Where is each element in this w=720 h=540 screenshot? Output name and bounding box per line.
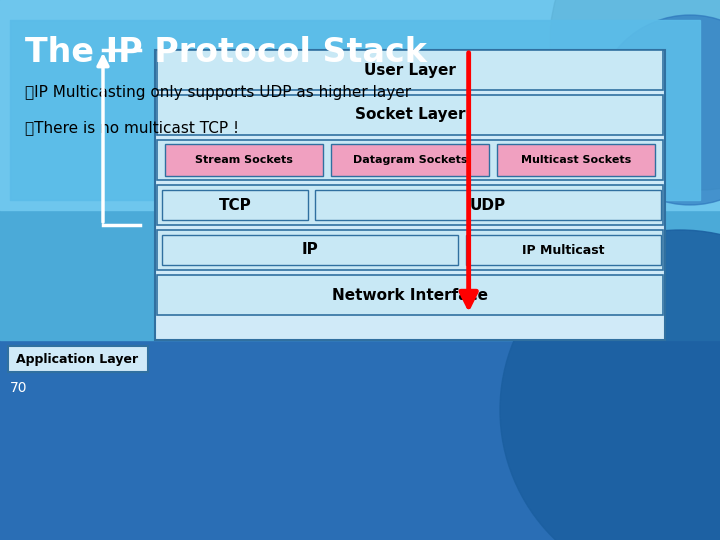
Bar xyxy=(315,190,660,220)
Bar xyxy=(331,144,489,176)
Bar xyxy=(157,95,663,135)
Bar xyxy=(157,185,663,225)
Bar xyxy=(8,346,148,372)
Bar xyxy=(162,235,458,265)
Text: Multicast Sockets: Multicast Sockets xyxy=(521,155,631,165)
Text: TCP: TCP xyxy=(218,198,251,213)
Text: User Layer: User Layer xyxy=(364,63,456,78)
Circle shape xyxy=(550,0,720,190)
Circle shape xyxy=(500,230,720,540)
Bar xyxy=(165,144,323,176)
Bar xyxy=(497,144,655,176)
Text: IP Multicast: IP Multicast xyxy=(522,244,604,256)
Bar xyxy=(157,275,663,315)
Text: Stream Sockets: Stream Sockets xyxy=(195,155,293,165)
Text: Datagram Sockets: Datagram Sockets xyxy=(353,155,467,165)
Bar xyxy=(0,0,720,210)
Bar xyxy=(466,235,660,265)
Bar xyxy=(10,20,700,200)
Text: Application Layer: Application Layer xyxy=(16,353,138,366)
Text: ⥄There is no multicast TCP !: ⥄There is no multicast TCP ! xyxy=(25,120,239,136)
Text: Network Interface: Network Interface xyxy=(332,287,488,302)
Bar xyxy=(0,0,720,340)
Bar xyxy=(157,50,663,90)
Text: 70: 70 xyxy=(10,381,27,395)
Text: ⥄IP Multicasting only supports UDP as higher layer: ⥄IP Multicasting only supports UDP as hi… xyxy=(25,84,411,99)
Bar xyxy=(162,190,307,220)
Circle shape xyxy=(595,15,720,205)
Bar xyxy=(155,50,665,340)
Bar xyxy=(157,230,663,270)
Text: Socket Layer: Socket Layer xyxy=(355,107,465,123)
Text: UDP: UDP xyxy=(469,198,506,213)
Text: IP: IP xyxy=(302,242,318,258)
Bar xyxy=(157,140,663,180)
Text: The IP Protocol Stack: The IP Protocol Stack xyxy=(25,36,427,69)
